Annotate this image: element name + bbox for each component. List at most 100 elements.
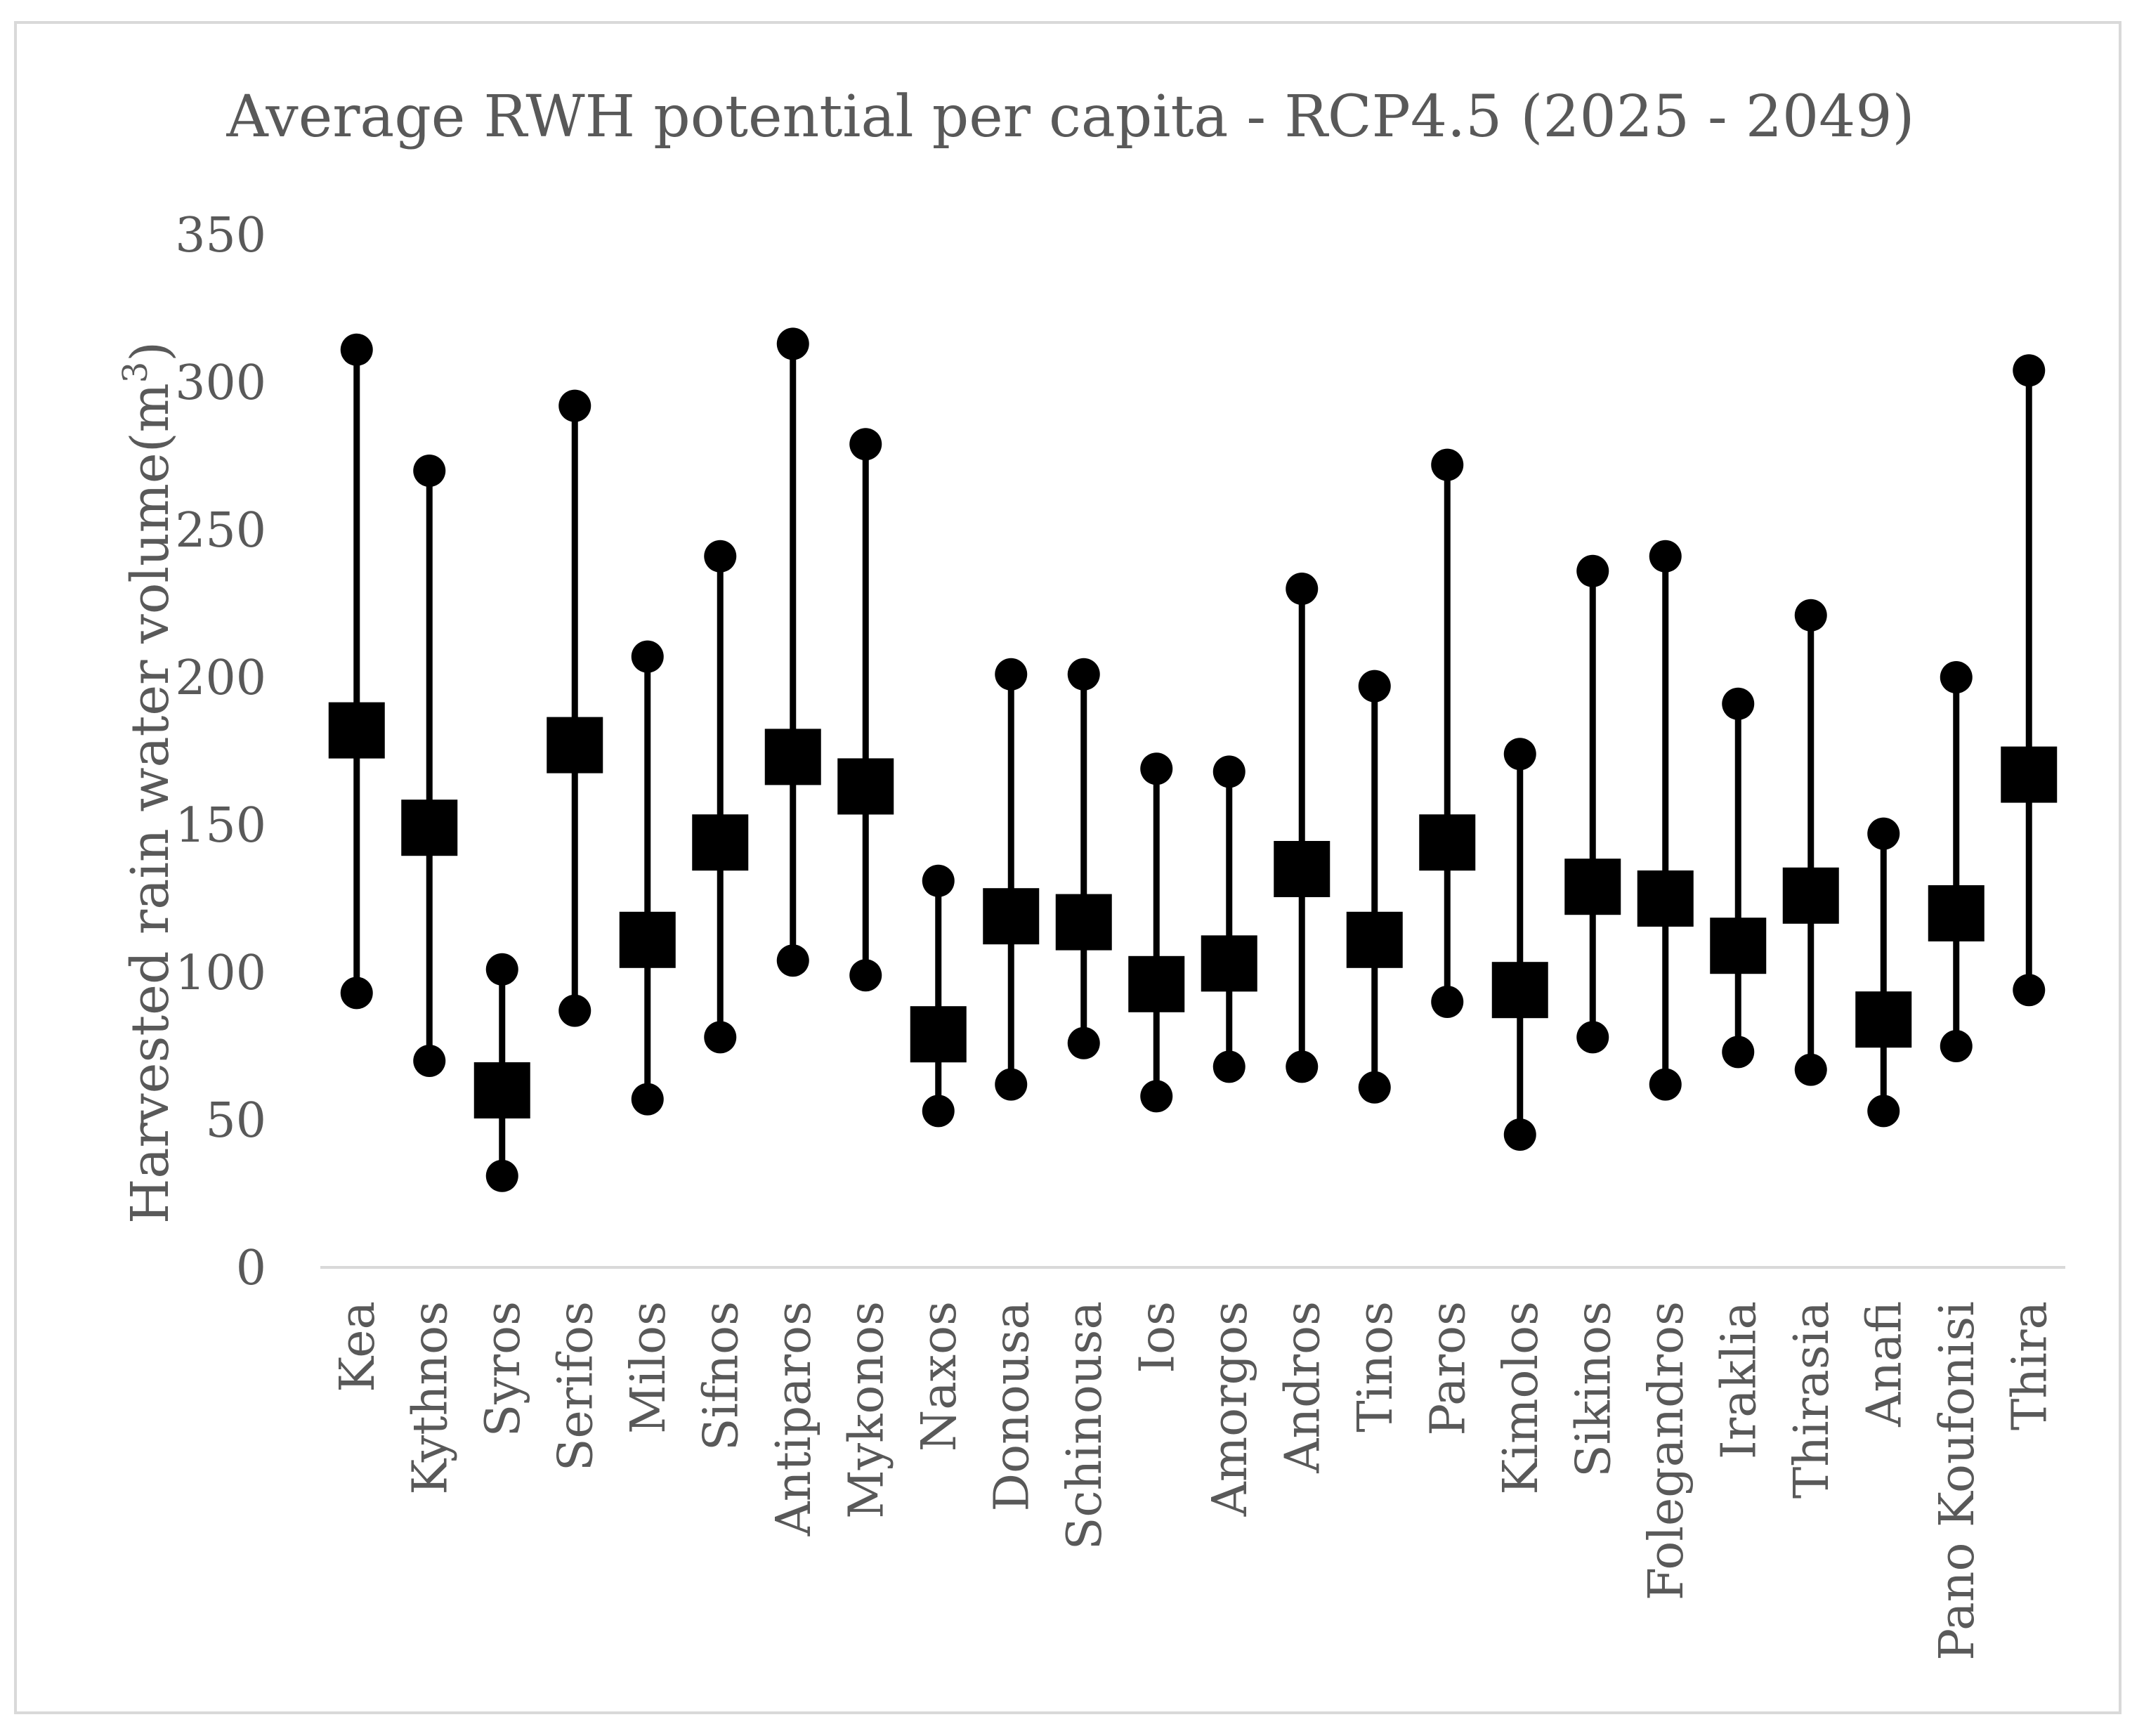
x-tick-label-naxos: Naxos bbox=[912, 1301, 967, 1451]
chart: Average RWH potential per capita - RCP4.… bbox=[116, 84, 2065, 1661]
avg-point-sikinos bbox=[1564, 859, 1621, 915]
maximum-points bbox=[340, 327, 2046, 986]
y-tick-label-350: 350 bbox=[175, 208, 266, 263]
avg-point-ios bbox=[1128, 955, 1185, 1012]
max-point-kimolos bbox=[1503, 738, 1536, 771]
x-tick-label-anafi: Anafi bbox=[1857, 1301, 1912, 1428]
avg-point-antiparos bbox=[764, 729, 821, 785]
chart-frame: Average RWH potential per capita - RCP4.… bbox=[14, 21, 2121, 1714]
min-point-schinousa bbox=[1067, 1026, 1100, 1059]
y-tick-label-50: 50 bbox=[205, 1093, 266, 1149]
x-tick-label-folegandros: Folegandros bbox=[1639, 1301, 1694, 1600]
x-tick-label-milos: Milos bbox=[621, 1301, 676, 1434]
min-point-pano-koufonisi bbox=[1940, 1030, 1973, 1062]
avg-point-thira bbox=[2001, 746, 2058, 803]
x-tick-label-iraklia: Iraklia bbox=[1711, 1301, 1767, 1459]
max-point-syros bbox=[485, 953, 518, 986]
max-point-ios bbox=[1140, 752, 1173, 785]
chart-title: Average RWH potential per capita - RCP4.… bbox=[225, 84, 1914, 150]
min-point-donousa bbox=[995, 1068, 1028, 1101]
x-tick-label-pano-koufonisi: Pano Koufonisi bbox=[1930, 1301, 1985, 1661]
min-point-kimolos bbox=[1503, 1118, 1536, 1151]
x-tick-label-kea: Kea bbox=[330, 1301, 386, 1392]
max-point-tinos bbox=[1358, 670, 1391, 703]
avg-point-schinousa bbox=[1055, 894, 1112, 951]
avg-point-serifos bbox=[547, 717, 603, 774]
x-tick-label-mykonos: Mykonos bbox=[839, 1301, 894, 1519]
avg-point-syros bbox=[473, 1062, 530, 1118]
avg-point-iraklia bbox=[1710, 918, 1767, 974]
max-point-folegandros bbox=[1649, 540, 1682, 573]
x-tick-label-amorgos: Amorgos bbox=[1203, 1301, 1258, 1517]
range-lines bbox=[353, 344, 2032, 1176]
x-tick-label-syros: Syros bbox=[476, 1301, 531, 1437]
min-point-sifnos bbox=[704, 1021, 737, 1054]
avg-point-thirasia bbox=[1782, 867, 1839, 924]
max-point-thirasia bbox=[1794, 599, 1827, 632]
avg-point-folegandros bbox=[1637, 870, 1694, 927]
max-point-amorgos bbox=[1212, 755, 1246, 788]
y-tick-labels: 0 50 100 150 200 250 300 350 bbox=[175, 208, 266, 1296]
max-point-paros bbox=[1431, 448, 1464, 481]
min-point-sikinos bbox=[1576, 1021, 1609, 1054]
y-tick-label-0: 0 bbox=[236, 1241, 266, 1296]
min-point-anafi bbox=[1867, 1095, 1900, 1128]
x-tick-label-donousa: Donousa bbox=[984, 1301, 1040, 1511]
max-point-thira bbox=[2013, 354, 2046, 387]
avg-point-donousa bbox=[983, 888, 1040, 945]
avg-point-andros bbox=[1274, 841, 1331, 897]
min-point-tinos bbox=[1358, 1071, 1391, 1104]
max-point-mykonos bbox=[849, 428, 882, 461]
y-tick-label-200: 200 bbox=[175, 651, 266, 706]
x-tick-label-paros: Paros bbox=[1420, 1301, 1476, 1436]
min-point-ios bbox=[1140, 1080, 1173, 1113]
min-point-andros bbox=[1286, 1050, 1319, 1083]
x-tick-label-thira: Thira bbox=[2002, 1301, 2058, 1430]
min-point-thira bbox=[2013, 974, 2046, 1007]
max-point-kythnos bbox=[413, 455, 446, 487]
min-point-mykonos bbox=[849, 959, 882, 992]
avg-point-pano-koufonisi bbox=[1928, 885, 1985, 941]
avg-point-paros bbox=[1419, 814, 1476, 871]
avg-point-kea bbox=[328, 702, 385, 759]
max-point-milos bbox=[631, 640, 664, 673]
min-point-serifos bbox=[558, 994, 591, 1027]
max-point-schinousa bbox=[1067, 658, 1100, 691]
max-point-iraklia bbox=[1722, 687, 1755, 720]
average-points bbox=[328, 702, 2058, 1118]
avg-point-anafi bbox=[1855, 991, 1912, 1048]
x-tick-label-schinousa: Schinousa bbox=[1057, 1301, 1113, 1550]
y-tick-label-100: 100 bbox=[175, 946, 266, 1001]
x-tick-label-serifos: Serifos bbox=[548, 1301, 603, 1471]
max-point-naxos bbox=[922, 864, 955, 897]
avg-point-naxos bbox=[910, 1006, 967, 1063]
min-point-naxos bbox=[922, 1095, 955, 1128]
max-point-pano-koufonisi bbox=[1940, 661, 1973, 693]
max-point-kea bbox=[340, 333, 373, 366]
min-point-thirasia bbox=[1794, 1053, 1827, 1086]
min-point-paros bbox=[1431, 986, 1464, 1018]
y-axis-label-close: ) bbox=[120, 341, 181, 362]
y-axis-label-text: Harvested rain water volume(m bbox=[120, 383, 181, 1224]
avg-point-sifnos bbox=[692, 814, 749, 871]
min-point-kea bbox=[340, 977, 373, 1010]
x-tick-label-sifnos: Sifnos bbox=[693, 1301, 749, 1451]
svg-text:Harvested rain water volume(m3: Harvested rain water volume(m3) bbox=[116, 341, 181, 1224]
x-tick-label-andros: Andros bbox=[1275, 1301, 1331, 1474]
x-tick-label-kimolos: Kimolos bbox=[1493, 1301, 1549, 1495]
max-point-serifos bbox=[558, 389, 591, 422]
max-point-sikinos bbox=[1576, 554, 1609, 587]
avg-point-amorgos bbox=[1201, 935, 1257, 992]
min-point-antiparos bbox=[776, 944, 809, 977]
x-tick-label-thirasia: Thirasia bbox=[1784, 1301, 1840, 1499]
avg-point-mykonos bbox=[837, 758, 894, 815]
min-point-milos bbox=[631, 1083, 664, 1116]
y-tick-label-150: 150 bbox=[175, 798, 266, 854]
max-point-anafi bbox=[1867, 817, 1900, 850]
y-axis-label: Harvested rain water volume(m3) bbox=[116, 341, 181, 1224]
avg-point-tinos bbox=[1346, 911, 1403, 968]
y-axis-label-superscript: 3 bbox=[116, 362, 155, 384]
x-tick-label-antiparos: Antiparos bbox=[766, 1301, 822, 1536]
max-point-antiparos bbox=[776, 327, 809, 360]
min-point-amorgos bbox=[1212, 1050, 1246, 1083]
